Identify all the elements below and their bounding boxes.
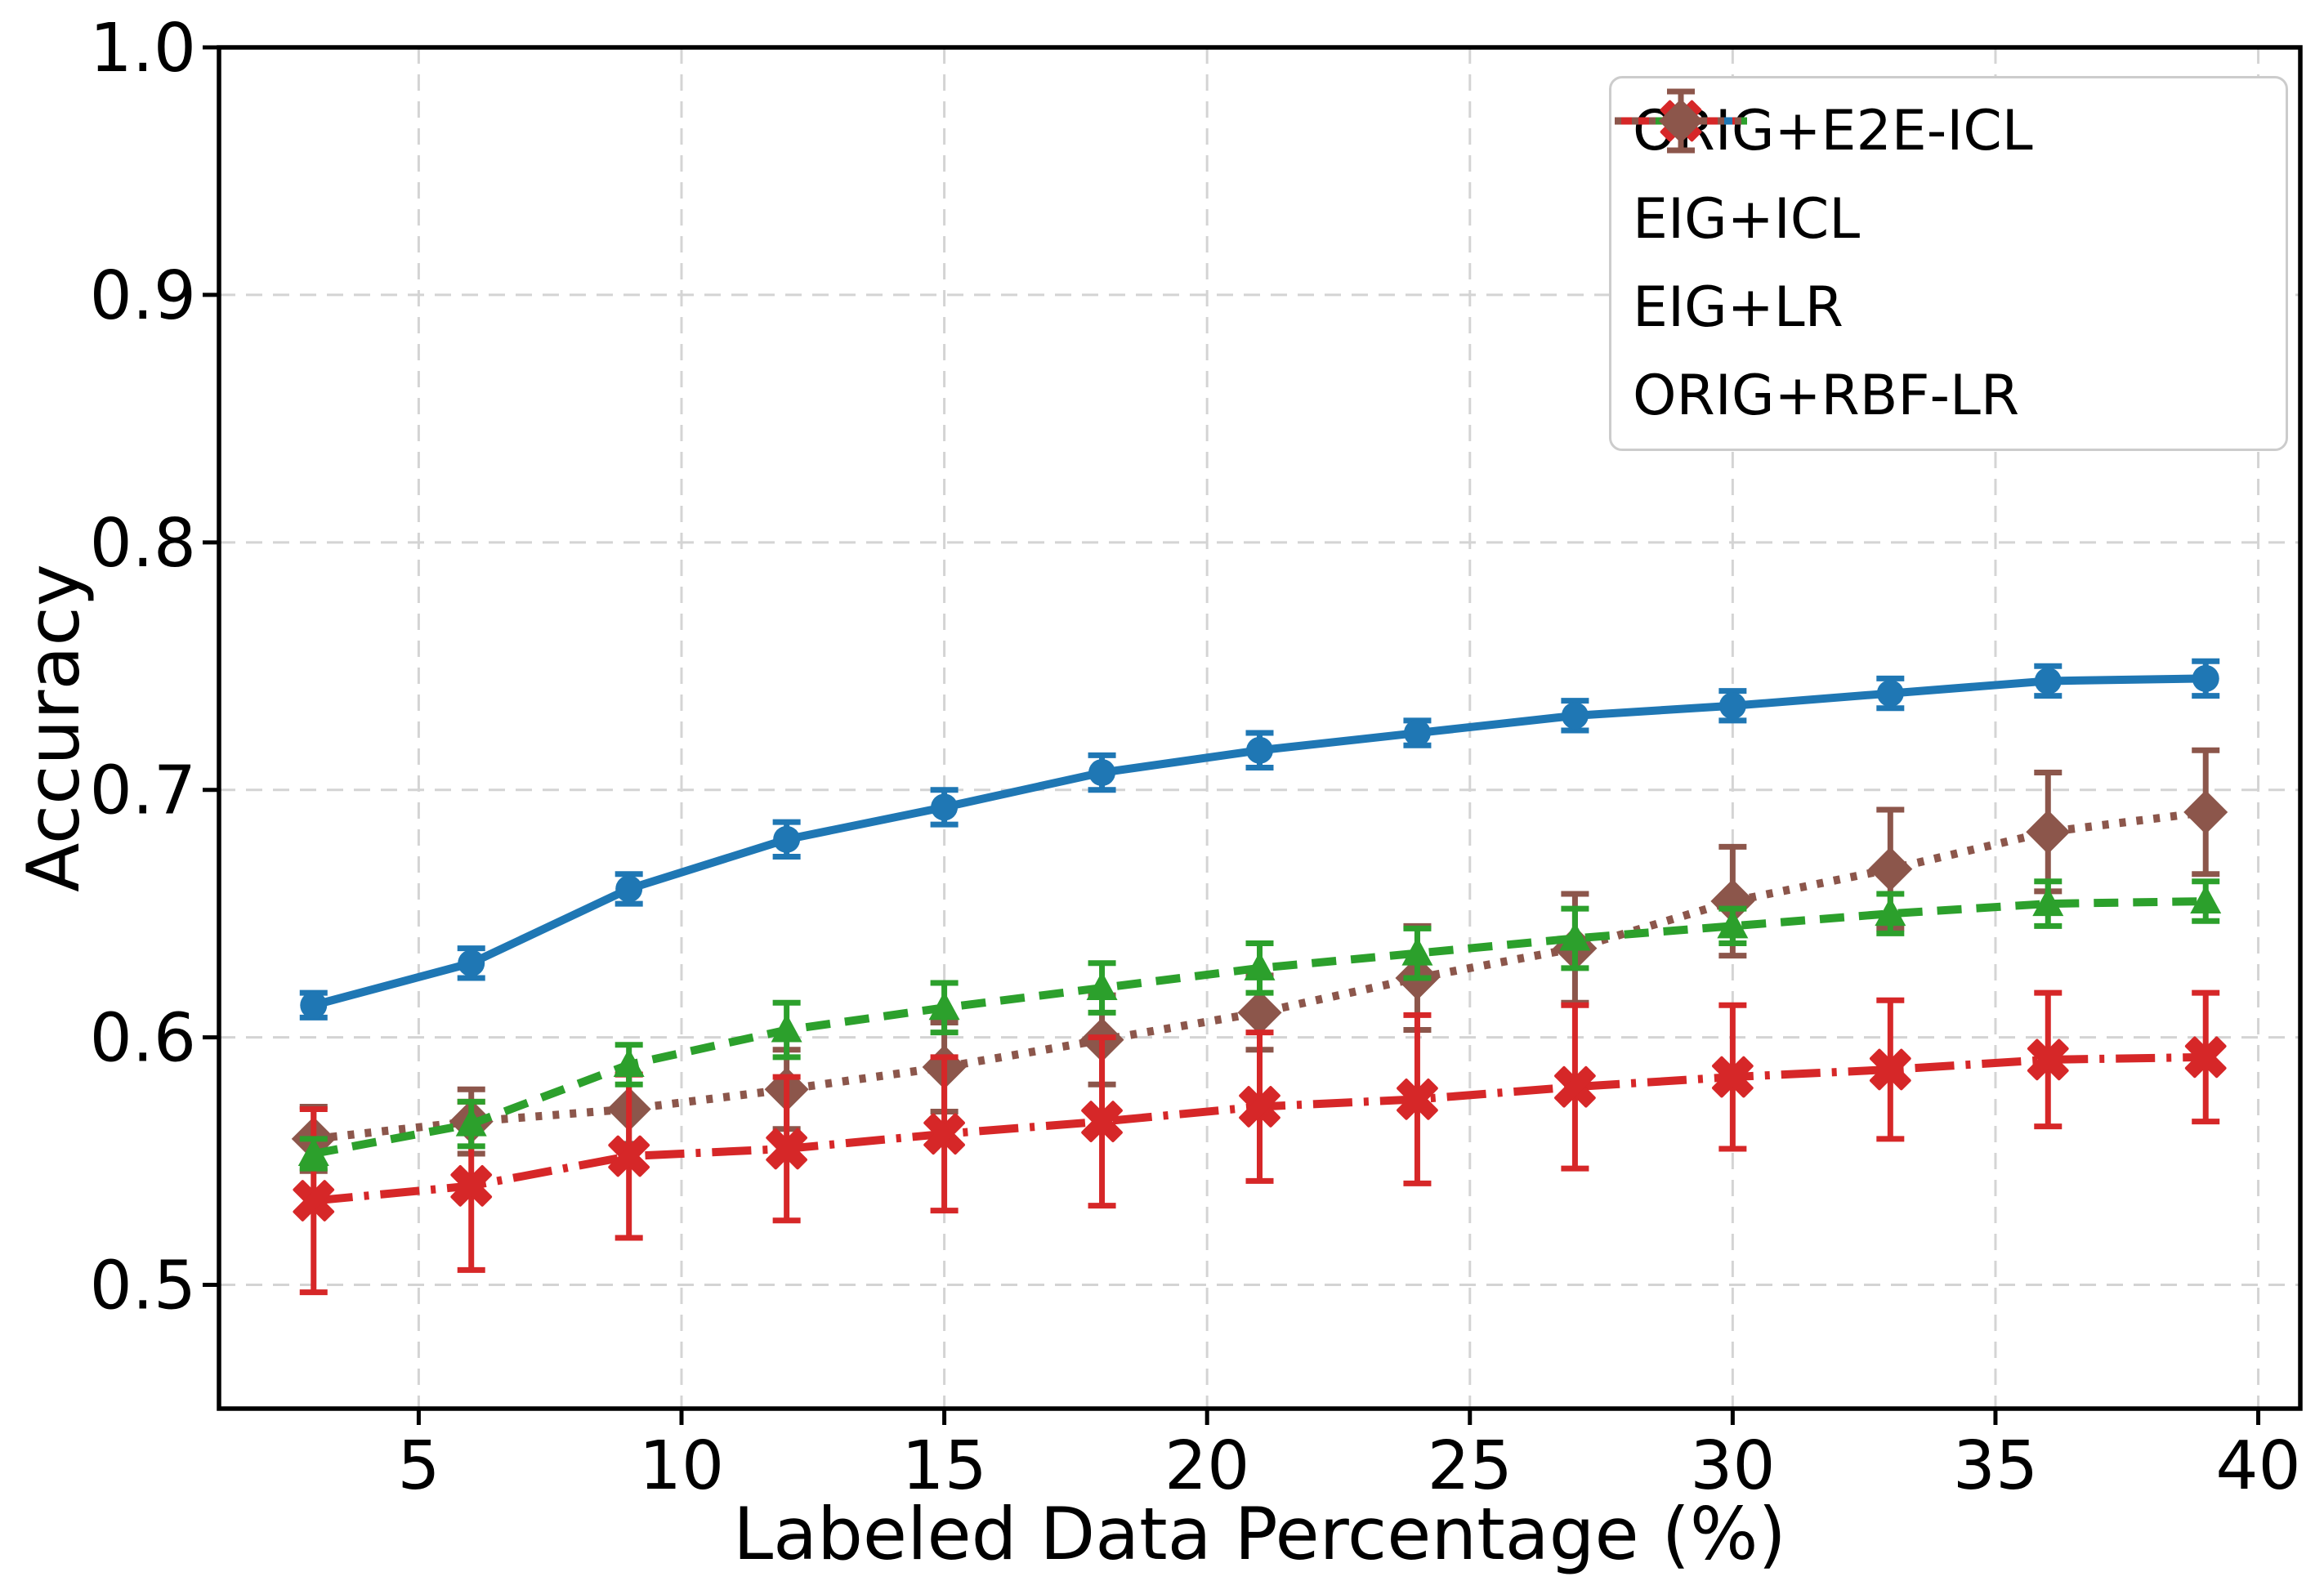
- y-tick-label: 0.9: [90, 257, 196, 335]
- circle-marker: [2034, 667, 2062, 695]
- diamond-marker: [1868, 846, 1913, 891]
- triangle-marker: [2032, 887, 2064, 917]
- triangle-marker: [1086, 971, 1118, 1001]
- legend-label: ORIG+RBF-LR: [1633, 363, 2020, 428]
- triangle-marker: [297, 1137, 329, 1167]
- circle-marker: [615, 875, 643, 903]
- x-marker: [1239, 1086, 1280, 1128]
- diamond-marker: [2026, 810, 2071, 855]
- x-tick-label: 25: [1428, 1427, 1513, 1505]
- tick-marks: [203, 45, 2261, 1425]
- y-tick-label: 0.6: [90, 1000, 196, 1078]
- circle-marker: [1561, 702, 1589, 730]
- circle-marker: [300, 991, 328, 1019]
- triangle-marker: [1244, 951, 1276, 980]
- triangle-marker: [771, 1013, 802, 1043]
- x-tick-label: 40: [2215, 1427, 2300, 1505]
- x-marker: [293, 1180, 335, 1222]
- triangle-marker: [1401, 936, 1433, 966]
- triangle-marker: [2190, 885, 2222, 914]
- circle-marker: [773, 825, 801, 853]
- x-axis-label: Labeled Data Percentage (%): [733, 1492, 1786, 1576]
- legend-item-ORIG+RBF-LR: ORIG+RBF-LR: [1615, 88, 2277, 437]
- y-tick-label: 1.0: [90, 10, 196, 87]
- tick-labels: 5 10 15 20 25 30 35 40 0.5 0.6 0.7 0.8 0.9 1.0: [90, 10, 2301, 1505]
- x-tick-label: 10: [639, 1427, 724, 1505]
- diamond-marker: [1237, 990, 1282, 1035]
- legend-label: EIG+LR: [1633, 275, 1844, 340]
- x-marker: [923, 1113, 965, 1155]
- x-marker: [608, 1135, 650, 1177]
- x-marker: [766, 1128, 807, 1170]
- triangle-marker: [1559, 922, 1591, 951]
- y-tick-label: 0.7: [90, 753, 196, 830]
- circle-marker: [931, 793, 959, 821]
- x-tick-label: 20: [1164, 1427, 1249, 1505]
- y-tick-label: 0.8: [90, 505, 196, 583]
- circle-marker: [1718, 692, 1746, 720]
- x-tick-label: 15: [901, 1427, 986, 1505]
- legend-label: EIG+ICL: [1633, 186, 1861, 252]
- triangle-marker: [1717, 909, 1749, 939]
- x-marker: [1397, 1079, 1438, 1120]
- x-marker: [1869, 1048, 1911, 1091]
- legend-item-EIG+LR: EIG+LR: [1615, 88, 2277, 349]
- x-marker: [2184, 1036, 2227, 1079]
- x-marker: [1554, 1065, 1596, 1108]
- x-marker: [450, 1165, 493, 1207]
- circle-marker: [1088, 759, 1116, 787]
- diamond-marker: [2183, 789, 2228, 834]
- series-EIG+LR: [293, 989, 2227, 1296]
- legend-item-EIG+ICL: EIG+ICL: [1615, 88, 2277, 261]
- triangle-marker: [928, 991, 960, 1021]
- x-marker: [1081, 1101, 1123, 1142]
- x-tick-label: 5: [397, 1427, 440, 1505]
- series-ORIG+E2E-ICL: [299, 658, 2220, 1021]
- legend: ORIG+E2E-ICL EIG+ICL EIG+LR ORIG+RBF-LR: [1609, 76, 2288, 451]
- y-axis-label: Accuracy: [11, 564, 96, 892]
- triangle-marker: [613, 1047, 645, 1077]
- circle-marker: [458, 949, 485, 977]
- circle-marker: [1876, 680, 1904, 708]
- legend-sample-diamond: [1615, 88, 1747, 154]
- circle-marker: [2192, 664, 2219, 692]
- diamond-marker: [1659, 99, 1703, 143]
- x-tick-label: 30: [1690, 1427, 1775, 1505]
- triangle-marker: [455, 1107, 487, 1137]
- x-tick-label: 35: [1953, 1427, 2038, 1505]
- series-EIG+ICL: [297, 878, 2222, 1172]
- axes-spines: [217, 45, 2303, 1411]
- circle-marker: [1403, 719, 1431, 747]
- y-tick-label: 0.5: [90, 1248, 196, 1325]
- diamond-marker: [1710, 879, 1755, 924]
- x-marker: [2027, 1038, 2069, 1081]
- circle-marker: [1246, 736, 1273, 764]
- x-marker: [1712, 1056, 1754, 1098]
- triangle-marker: [1875, 897, 1906, 927]
